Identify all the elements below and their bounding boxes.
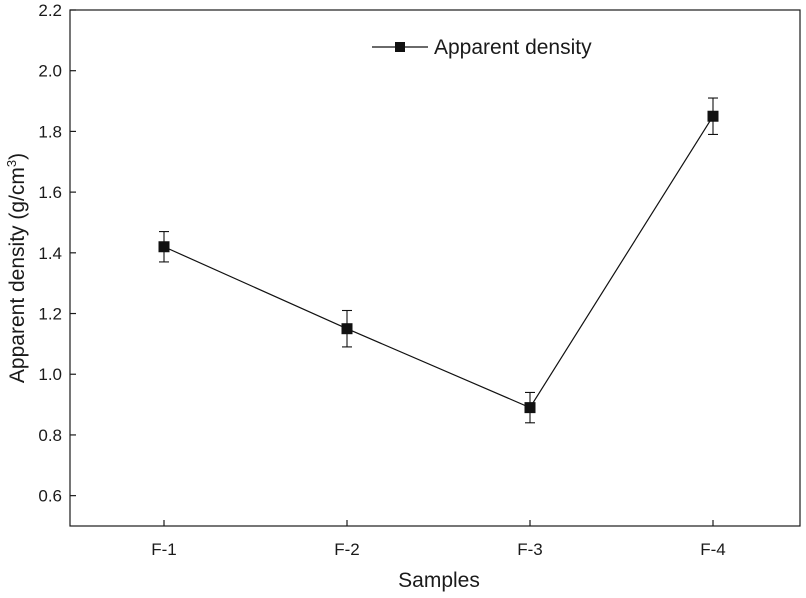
y-tick-label: 1.0 [38, 365, 62, 384]
y-tick-label: 1.6 [38, 183, 62, 202]
data-point [524, 402, 536, 414]
x-tick-label: F-2 [334, 540, 360, 559]
y-tick-label: 1.4 [38, 244, 62, 263]
y-axis-title-suffix: ) [6, 153, 29, 160]
y-axis-title-main: Apparent density (g/cm [6, 167, 29, 383]
y-axis: 0.6 0.8 1.0 1.2 1.4 1.6 1.8 2.0 2.2 [38, 1, 76, 506]
plot-frame [69, 9, 801, 527]
y-tick-label: 1.8 [38, 122, 62, 141]
x-tick-label: F-3 [517, 540, 543, 559]
series-line [163, 115, 714, 409]
x-axis: F-1 F-2 F-3 F-4 [151, 520, 726, 559]
legend-marker [395, 42, 405, 52]
data-point [158, 241, 170, 253]
y-tick-label: 2.0 [38, 62, 62, 81]
x-tick-label: F-4 [700, 540, 726, 559]
x-tick-label: F-1 [151, 540, 177, 559]
data-point [707, 110, 719, 122]
data-point [341, 323, 353, 335]
y-tick-label: 2.2 [38, 1, 62, 20]
legend: Apparent density [372, 36, 592, 59]
y-tick-label: 0.6 [38, 487, 62, 506]
y-tick-label: 0.8 [38, 426, 62, 445]
y-axis-title: Apparent density (g/cm3) [4, 153, 29, 383]
y-tick-label: 1.2 [38, 305, 62, 324]
series-layer [158, 97, 719, 424]
y-axis-title-superscript: 3 [4, 160, 19, 167]
legend-label: Apparent density [434, 36, 592, 59]
x-axis-title: Samples [398, 569, 480, 592]
